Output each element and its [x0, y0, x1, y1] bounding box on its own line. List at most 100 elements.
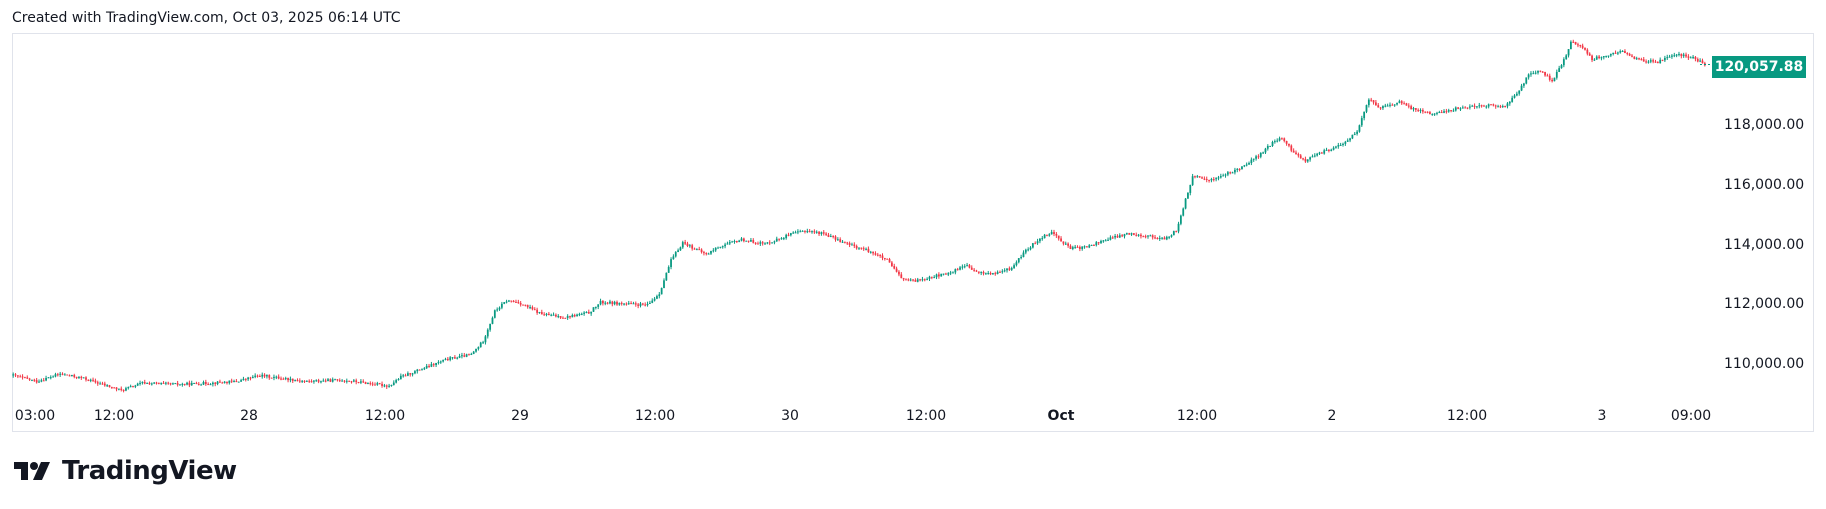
- candle-body: [134, 385, 137, 387]
- candle-body: [167, 382, 170, 384]
- candle-body: [101, 383, 104, 385]
- candle-body: [1342, 143, 1344, 145]
- candle-body: [1426, 111, 1429, 113]
- candle-body: [374, 384, 376, 386]
- candle-body: [247, 377, 250, 380]
- candle-body: [1135, 234, 1138, 236]
- candle-body: [204, 382, 207, 385]
- candle-body: [66, 374, 69, 376]
- chart-frame[interactable]: [12, 33, 1814, 432]
- candle-body: [674, 252, 677, 257]
- candle-body: [963, 266, 966, 268]
- candle-body: [1093, 244, 1095, 246]
- candle-body: [1485, 106, 1488, 108]
- candle-body: [599, 300, 602, 305]
- candle-body: [1255, 156, 1257, 159]
- candle-body: [611, 301, 614, 305]
- candle-body: [491, 317, 494, 324]
- candle-body: [258, 375, 261, 377]
- candle-body: [1436, 112, 1438, 114]
- candle-body: [808, 231, 811, 233]
- candle-body: [656, 296, 658, 299]
- candle-body: [1541, 71, 1544, 73]
- candle-body: [1003, 270, 1006, 272]
- candle-body: [1335, 146, 1337, 148]
- candle-body: [1320, 152, 1323, 154]
- candle-body: [787, 234, 790, 236]
- candle-body: [1057, 235, 1060, 239]
- candle-body: [1518, 90, 1521, 94]
- candle-body: [383, 385, 386, 387]
- candle-body: [778, 238, 781, 240]
- candle-body: [49, 377, 52, 379]
- candle-body: [110, 387, 113, 389]
- candle-body: [266, 375, 268, 377]
- candle-body: [1231, 172, 1234, 174]
- candle-body: [1295, 152, 1297, 155]
- candle-body: [1675, 54, 1678, 56]
- candle-body: [174, 383, 177, 385]
- candle-body: [606, 302, 609, 304]
- candle-body: [912, 279, 914, 281]
- x-tick-label: 12:00: [905, 408, 947, 424]
- candle-body: [1163, 237, 1166, 240]
- candle-body: [806, 231, 809, 233]
- candle-body: [470, 353, 473, 355]
- candle-body: [1154, 237, 1156, 239]
- candle-body: [1107, 239, 1109, 241]
- candle-body: [773, 241, 776, 243]
- candle-body: [883, 258, 886, 260]
- candle-body: [609, 301, 611, 304]
- candle-body: [186, 382, 188, 385]
- candle-body: [1250, 159, 1253, 164]
- candle-body: [256, 375, 259, 377]
- candle-body: [1224, 174, 1227, 176]
- candle-body: [879, 254, 882, 256]
- candle-body: [700, 249, 703, 253]
- candle-body: [933, 277, 936, 279]
- candle-body: [602, 300, 604, 304]
- candle-body: [1631, 55, 1633, 57]
- candle-body: [1008, 268, 1011, 270]
- candle-body: [1109, 237, 1112, 240]
- candle-body: [646, 303, 649, 306]
- candle-body: [564, 317, 567, 319]
- candle-body: [329, 379, 332, 382]
- candle-body: [1668, 56, 1671, 58]
- tradingview-logo[interactable]: TradingView: [14, 456, 237, 486]
- candle-body: [766, 242, 769, 244]
- candle-body: [92, 379, 94, 381]
- candle-body: [1656, 62, 1659, 64]
- candle-body: [1027, 249, 1030, 251]
- candle-body: [623, 303, 625, 305]
- candle-body: [1424, 111, 1427, 113]
- candle-body: [270, 377, 273, 379]
- candle-body: [1487, 104, 1490, 107]
- candle-body: [176, 383, 179, 385]
- candle-body: [428, 365, 430, 367]
- candle-body: [31, 379, 33, 381]
- candle-body: [1696, 59, 1699, 62]
- candle-body: [1661, 59, 1664, 61]
- candle-body: [296, 380, 299, 382]
- candle-body: [268, 375, 271, 378]
- candle-body: [867, 248, 870, 252]
- candle-body: [99, 383, 102, 385]
- candle-body: [1208, 179, 1210, 181]
- candle-body: [456, 357, 459, 359]
- candle-body: [40, 380, 43, 382]
- candle-body: [1097, 242, 1100, 244]
- candle-body: [1567, 49, 1570, 56]
- candle-body: [663, 280, 665, 289]
- candle-body: [724, 244, 726, 247]
- candle-body: [458, 356, 461, 358]
- candle-body: [1384, 105, 1387, 107]
- candle-body: [587, 311, 590, 314]
- candle-body: [164, 382, 167, 384]
- candle-body: [503, 302, 506, 304]
- candle-body: [1377, 105, 1380, 108]
- candle-body: [1346, 140, 1349, 142]
- candle-body: [559, 316, 562, 318]
- candle-body: [115, 387, 118, 390]
